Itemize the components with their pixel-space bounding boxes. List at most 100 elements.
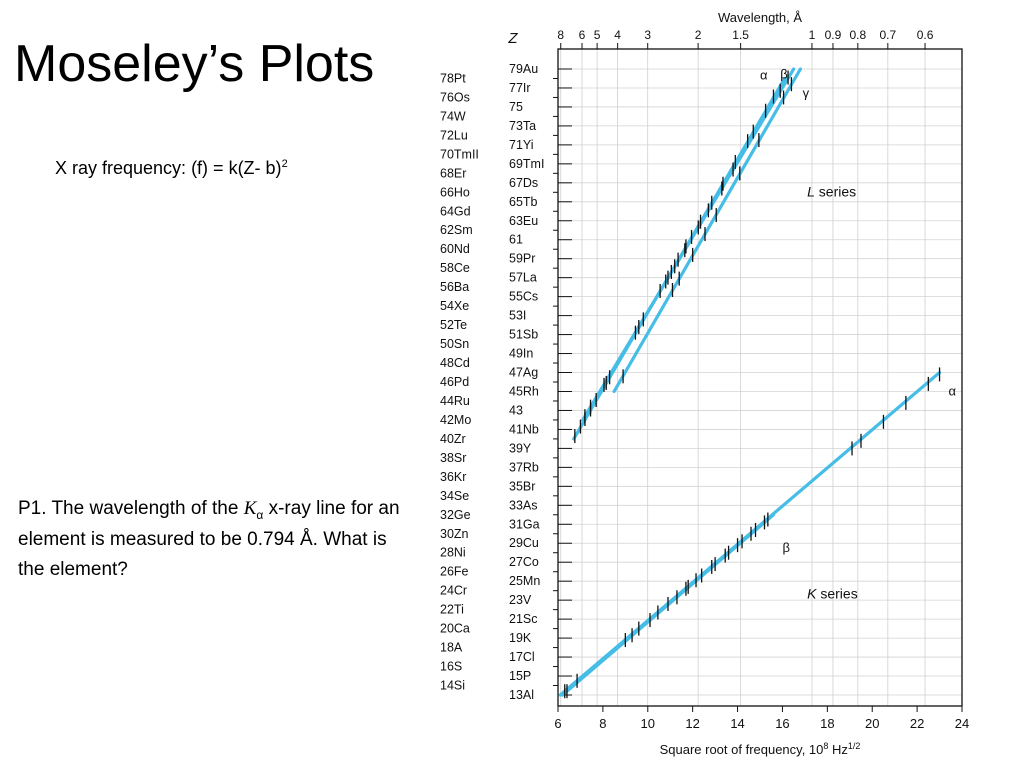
problem-part-2: x-ray line for an element is measured to… xyxy=(18,498,400,581)
left-element-label: 28Ni xyxy=(440,546,466,560)
top-axis-title: Wavelength, Å xyxy=(718,10,802,25)
z-axis-label: Z xyxy=(507,30,518,47)
left-element-label: 78Pt xyxy=(440,71,466,85)
x-tick-label: 24 xyxy=(955,716,969,731)
right-element-label: 63Eu xyxy=(509,214,538,228)
left-element-label: 22Ti xyxy=(440,603,464,617)
right-element-label: 35Br xyxy=(509,479,535,493)
right-element-label: 77Ir xyxy=(509,81,531,95)
left-element-label: 18A xyxy=(440,641,463,655)
right-element-label: 51Sb xyxy=(509,328,538,342)
series-line xyxy=(581,67,796,422)
left-element-label: 52Te xyxy=(440,318,467,332)
right-element-label: 31Ga xyxy=(509,517,540,531)
right-element-label: 55Cs xyxy=(509,290,538,304)
left-element-label: 16S xyxy=(440,660,462,674)
right-element-label: 47Ag xyxy=(509,366,538,380)
right-element-label: 43 xyxy=(509,403,523,417)
k-symbol: K xyxy=(243,498,257,519)
left-element-label: 20Ca xyxy=(440,622,470,636)
x-axis-title-main: Square root of frequency, 10 xyxy=(660,742,824,757)
right-element-label: 21Sc xyxy=(509,612,538,626)
left-element-label: 32Ge xyxy=(440,508,471,522)
x-tick-label: 12 xyxy=(685,716,699,731)
right-element-label: 13Al xyxy=(509,688,534,702)
x-axis-title: Square root of frequency, 108 Hz1/2 xyxy=(660,741,861,757)
left-element-label: 58Ce xyxy=(440,261,470,275)
left-element-label: 76Os xyxy=(440,90,470,104)
data-markers xyxy=(564,70,941,699)
right-element-label: 39Y xyxy=(509,441,532,455)
right-element-label: 19K xyxy=(509,631,532,645)
right-element-label: 71Yi xyxy=(509,138,534,152)
problem-text: P1. The wavelength of the Kα x-ray line … xyxy=(18,494,418,586)
series-line xyxy=(612,67,802,394)
left-element-label: 60Nd xyxy=(440,242,470,256)
x-tick-label: 20 xyxy=(865,716,879,731)
right-element-label: 79Au xyxy=(509,62,538,76)
right-element-label: 61 xyxy=(509,233,523,247)
left-element-label: 36Kr xyxy=(440,470,466,484)
x-tick-label: 22 xyxy=(910,716,924,731)
right-element-label: 29Cu xyxy=(509,536,539,550)
left-element-label: 64Gd xyxy=(440,204,471,218)
left-element-label: 56Ba xyxy=(440,280,469,294)
right-element-label: 41Nb xyxy=(509,422,539,436)
axes xyxy=(553,43,963,712)
problem-part-1: P1. The wavelength of the xyxy=(18,498,244,519)
chart-annotation: β xyxy=(780,67,787,82)
moseley-chart: Wavelength, Å Z Square root of frequency… xyxy=(440,10,969,757)
chart-annotation: K series xyxy=(807,585,858,601)
wavelength-tick-label: 0.9 xyxy=(825,28,842,42)
left-element-label: 66Ho xyxy=(440,185,470,199)
left-element-label: 40Zr xyxy=(440,432,466,446)
left-element-label: 14Si xyxy=(440,679,465,693)
wavelength-tick-label: 0.6 xyxy=(917,28,934,42)
left-element-label: 46Pd xyxy=(440,375,469,389)
right-element-label: 57La xyxy=(509,271,537,285)
left-element-label: 48Cd xyxy=(440,356,470,370)
left-element-label: 70TmII xyxy=(440,147,479,161)
right-element-label: 45Rh xyxy=(509,384,539,398)
right-element-label: 59Pr xyxy=(509,252,535,266)
wavelength-tick-label: 5 xyxy=(594,28,601,42)
wavelength-tick-label: 1 xyxy=(809,28,816,42)
frequency-formula: X ray frequency: (f) = k(Z- b)2 xyxy=(55,158,288,179)
chart-annotation: γ xyxy=(803,86,810,101)
right-element-label: 37Rb xyxy=(509,460,539,474)
left-element-label: 54Xe xyxy=(440,299,469,313)
x-axis-title-unit: Hz xyxy=(828,742,848,757)
slide-title: Moseley’s Plots xyxy=(14,35,375,93)
right-element-label: 15P xyxy=(509,669,531,683)
left-element-label: 26Fe xyxy=(440,565,469,579)
right-element-label: 17Cl xyxy=(509,650,535,664)
left-element-label: 62Sm xyxy=(440,223,473,237)
left-element-label: 34Se xyxy=(440,489,469,503)
left-element-label: 24Cr xyxy=(440,584,467,598)
x-axis-title-unit-exp: 1/2 xyxy=(848,741,861,751)
x-tick-label: 18 xyxy=(820,716,834,731)
chart-annotation: α xyxy=(949,383,957,398)
right-element-label: 75 xyxy=(509,100,523,114)
left-element-label: 42Mo xyxy=(440,413,471,427)
x-axis-title-exp: 8 xyxy=(823,741,828,751)
x-tick-label: 14 xyxy=(730,716,744,731)
left-element-label: 72Lu xyxy=(440,128,468,142)
wavelength-tick-label: 6 xyxy=(579,28,586,42)
right-element-label: 49In xyxy=(509,347,533,361)
right-element-label: 33As xyxy=(509,498,538,512)
wavelength-tick-label: 0.8 xyxy=(849,28,866,42)
right-element-label: 27Co xyxy=(509,555,539,569)
left-element-label: 44Ru xyxy=(440,394,470,408)
alpha-subscript: α xyxy=(256,507,264,522)
wavelength-tick-label: 8 xyxy=(557,28,564,42)
chart-annotation: β xyxy=(782,540,789,555)
wavelength-tick-label: 1.5 xyxy=(732,28,749,42)
labels: Wavelength, Å Z Square root of frequency… xyxy=(440,10,969,757)
chart-annotation: L series xyxy=(807,183,856,199)
formula-exponent: 2 xyxy=(281,158,288,170)
right-element-label: 67Ds xyxy=(509,176,538,190)
x-tick-label: 10 xyxy=(641,716,655,731)
chart-annotation: α xyxy=(760,68,768,83)
right-element-label: 73Ta xyxy=(509,119,536,133)
